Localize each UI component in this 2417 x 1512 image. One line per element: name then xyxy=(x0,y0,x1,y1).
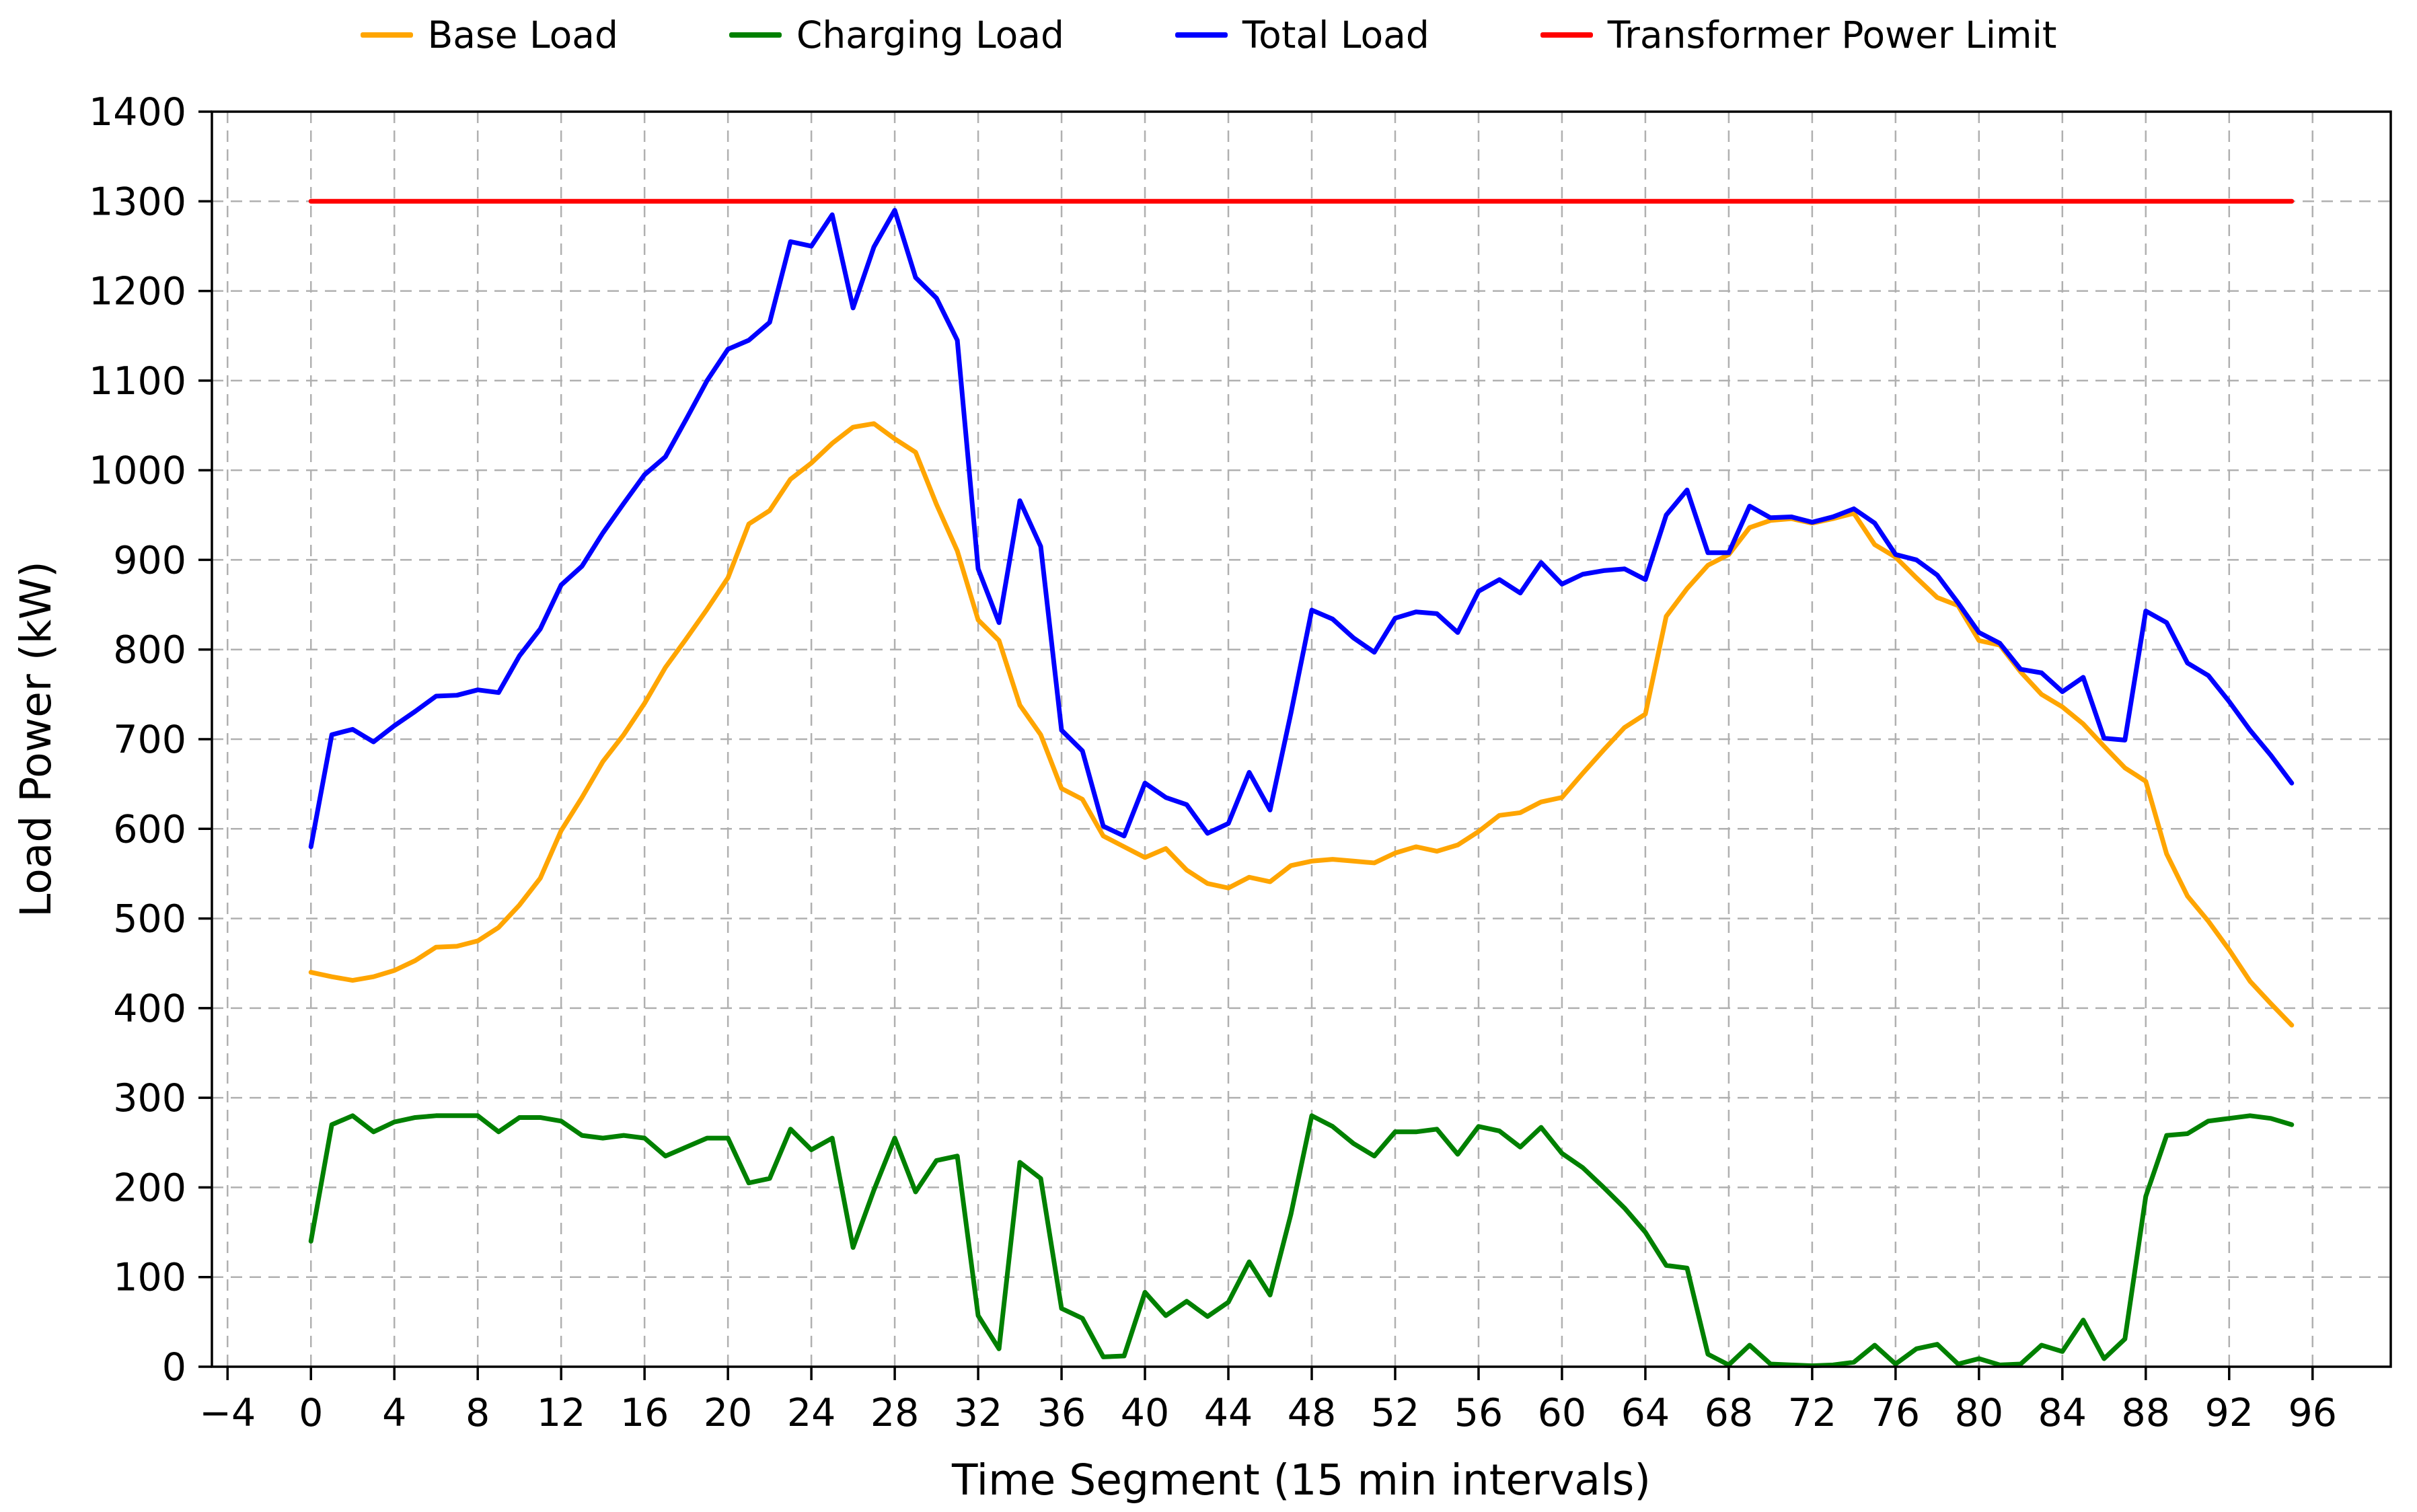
y-tick-label: 600 xyxy=(113,807,186,852)
x-tick-label: 32 xyxy=(954,1391,1003,1435)
legend-label: Charging Load xyxy=(796,13,1064,56)
x-tick-label: 60 xyxy=(1538,1391,1587,1435)
x-tick-label: 68 xyxy=(1705,1391,1754,1435)
x-tick-label: 56 xyxy=(1454,1391,1503,1435)
legend-swatch-icon xyxy=(1175,32,1228,38)
x-tick-label: 76 xyxy=(1871,1391,1921,1435)
x-tick-label: 64 xyxy=(1621,1391,1670,1435)
series-line-charging-load xyxy=(308,1113,2295,1369)
x-axis-label: Time Segment (15 min intervals) xyxy=(951,1456,1651,1505)
x-tick-label: 40 xyxy=(1121,1391,1170,1435)
x-axis-ticks: −4 0 4 8 12 16 20 24 28 32 36 40 44 48 52 56 60 64 68 72 76 8… xyxy=(199,1367,2337,1435)
x-tick-label: 8 xyxy=(466,1391,490,1435)
legend-label: Transformer Power Limit xyxy=(1607,13,2057,56)
y-tick-label: 100 xyxy=(113,1256,186,1300)
y-tick-label: 1100 xyxy=(89,359,186,404)
legend-label: Base Load xyxy=(427,13,618,56)
x-tick-label: 4 xyxy=(382,1391,406,1435)
x-tick-label: 20 xyxy=(704,1391,753,1435)
y-tick-label: 200 xyxy=(113,1166,186,1210)
legend-item-charging-load: Charging Load xyxy=(729,5,1064,65)
x-tick-label: 84 xyxy=(2038,1391,2087,1435)
grid-lines xyxy=(212,110,2391,1368)
x-tick-label: 80 xyxy=(1955,1391,2004,1435)
x-tick-label: 12 xyxy=(537,1391,586,1435)
y-tick-label: 300 xyxy=(113,1076,186,1121)
legend-swatch-icon xyxy=(729,32,782,38)
x-tick-label: 24 xyxy=(787,1391,836,1435)
y-tick-label: 900 xyxy=(113,538,186,582)
legend-item-base-load: Base Load xyxy=(360,5,618,65)
y-axis-label: Load Power (kW) xyxy=(11,561,61,917)
y-axis-ticks: 0 100 200 300 400 500 600 700 800 900 1000 1100 1200… xyxy=(89,90,212,1390)
chart-legend: Base Load Charging Load Total Load Transfor… xyxy=(0,5,2417,65)
x-tick-label: 16 xyxy=(620,1391,669,1435)
y-tick-label: 1300 xyxy=(89,180,186,224)
y-tick-label: 0 xyxy=(162,1345,186,1390)
series-lines xyxy=(308,198,2295,1369)
x-tick-label: 48 xyxy=(1288,1391,1337,1435)
x-tick-label: 28 xyxy=(870,1391,920,1435)
legend-label: Total Load xyxy=(1242,13,1429,56)
x-tick-label: 44 xyxy=(1204,1391,1253,1435)
x-tick-label: 0 xyxy=(299,1391,323,1435)
legend-item-total-load: Total Load xyxy=(1175,5,1429,65)
legend-swatch-icon xyxy=(360,32,413,38)
series-line-total-load xyxy=(308,208,2295,849)
x-tick-label: 96 xyxy=(2289,1391,2338,1435)
y-tick-label: 400 xyxy=(113,987,186,1031)
y-tick-label: 700 xyxy=(113,718,186,762)
legend-item-transformer-power-limit: Transformer Power Limit xyxy=(1540,5,2057,65)
x-tick-label: 92 xyxy=(2205,1391,2254,1435)
series-line-base-load xyxy=(308,421,2295,1028)
y-tick-label: 1000 xyxy=(89,449,186,493)
y-tick-label: 1400 xyxy=(89,90,186,135)
x-tick-label: 36 xyxy=(1037,1391,1086,1435)
x-tick-label: −4 xyxy=(199,1391,256,1435)
y-tick-label: 1200 xyxy=(89,270,186,314)
y-tick-label: 500 xyxy=(113,897,186,942)
y-tick-label: 800 xyxy=(113,628,186,673)
x-tick-label: 88 xyxy=(2122,1391,2171,1435)
x-tick-label: 52 xyxy=(1371,1391,1420,1435)
x-tick-label: 72 xyxy=(1788,1391,1837,1435)
legend-swatch-icon xyxy=(1540,32,1593,38)
